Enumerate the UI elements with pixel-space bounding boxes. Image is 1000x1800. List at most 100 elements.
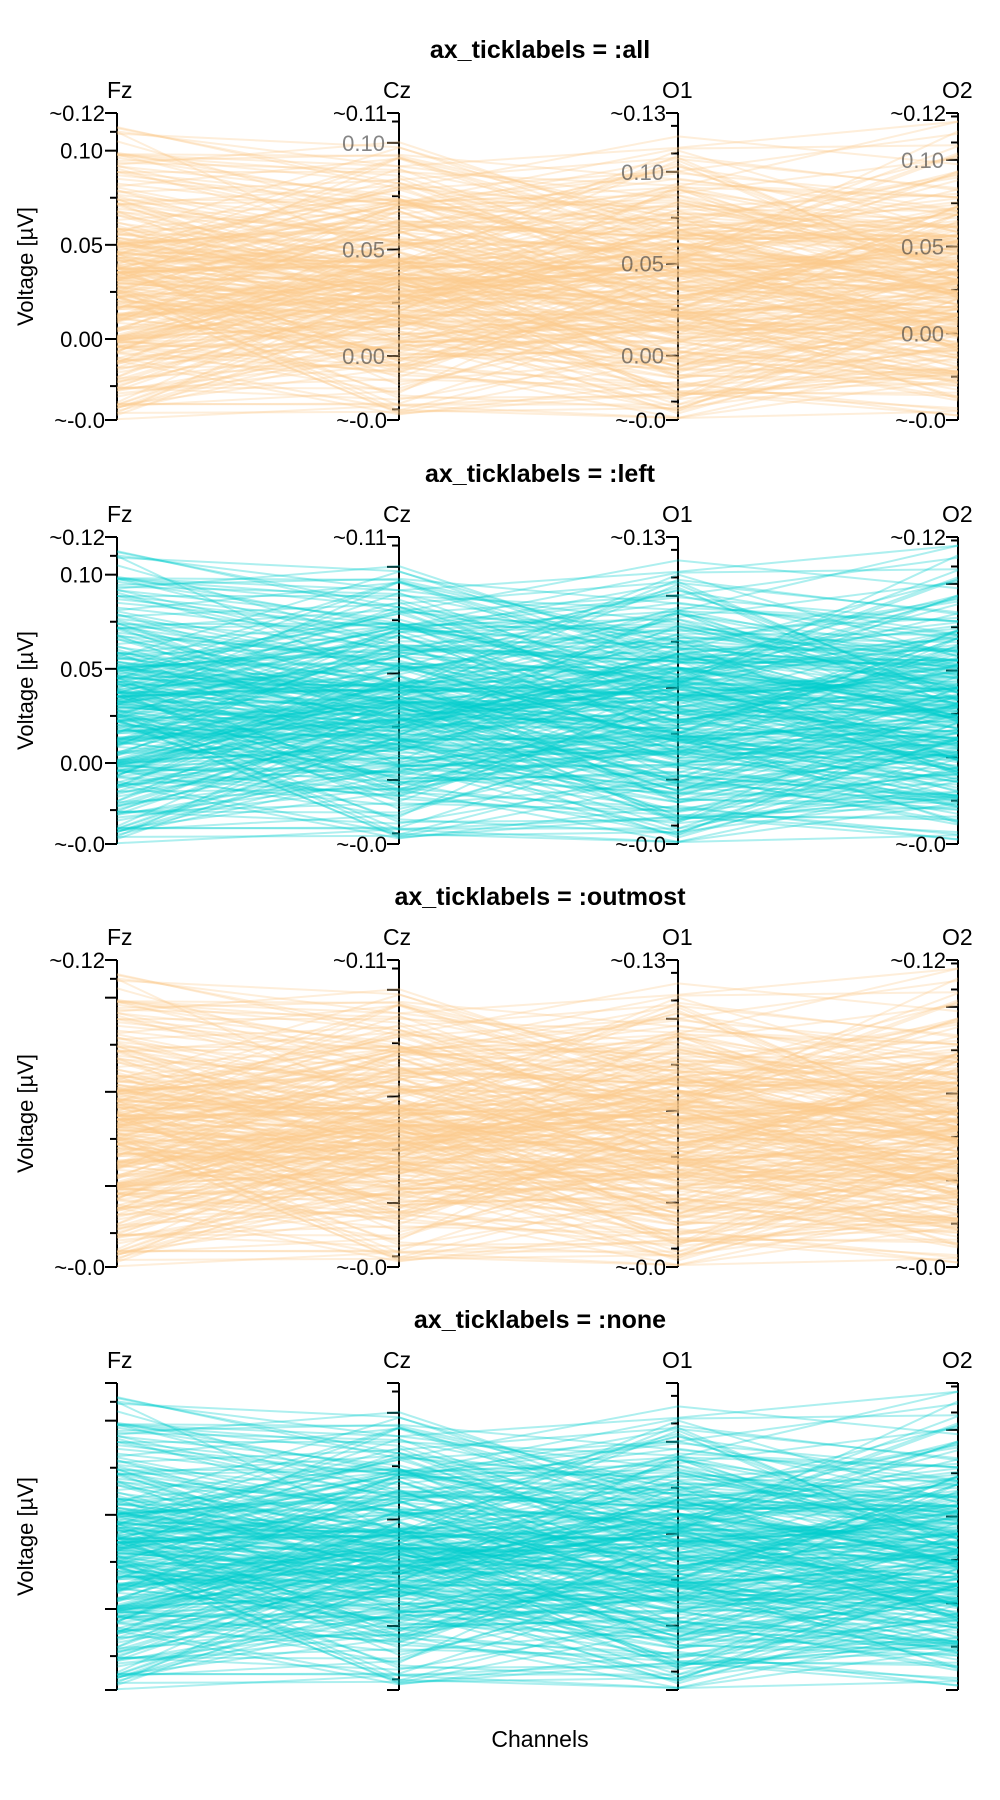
data-line	[116, 227, 959, 319]
data-line	[116, 637, 959, 741]
data-line	[116, 1046, 959, 1107]
tick-label-max: ~0.12	[890, 101, 946, 126]
data-line	[116, 664, 959, 758]
data-line	[116, 1123, 959, 1251]
data-line	[116, 739, 959, 840]
data-line	[116, 299, 959, 410]
data-line	[116, 1132, 959, 1224]
data-line	[116, 1585, 959, 1641]
data-line	[116, 1437, 959, 1565]
data-line	[116, 618, 959, 704]
data-line	[116, 1114, 959, 1207]
data-line	[116, 1045, 959, 1148]
data-line	[116, 198, 959, 301]
channel-label-Fz: Fz	[107, 501, 133, 527]
data-line	[116, 1117, 959, 1225]
data-line	[116, 1138, 959, 1262]
data-line	[116, 1111, 959, 1180]
data-line	[116, 1539, 959, 1591]
data-line	[116, 244, 959, 338]
data-line	[116, 1117, 959, 1190]
data-line	[116, 1112, 959, 1204]
data-line	[116, 718, 959, 841]
data-line	[116, 736, 959, 830]
data-line	[116, 289, 959, 414]
data-line	[116, 1424, 959, 1537]
data-line	[116, 295, 959, 406]
data-line	[116, 328, 959, 409]
data-line	[116, 170, 959, 252]
data-line	[116, 653, 959, 780]
data-line	[116, 1123, 959, 1220]
axis-Cz	[387, 1382, 400, 1691]
data-line	[116, 1492, 959, 1564]
data-line	[116, 978, 959, 1113]
data-line	[116, 1121, 959, 1226]
data-line	[116, 1471, 959, 1533]
data-line	[116, 1578, 959, 1635]
data-line	[116, 1154, 959, 1216]
data-line	[116, 176, 959, 289]
data-line	[116, 626, 959, 703]
data-line	[116, 186, 959, 260]
data-line	[116, 1479, 959, 1603]
data-line	[116, 1458, 959, 1572]
data-line	[116, 210, 959, 328]
data-line	[116, 1498, 959, 1588]
data-line	[116, 676, 959, 791]
data-line	[116, 667, 959, 730]
data-line	[116, 554, 959, 680]
data-line	[116, 1160, 959, 1231]
data-line	[116, 1512, 959, 1589]
data-line	[116, 201, 959, 324]
data-line	[116, 1098, 959, 1203]
axis-Cz	[387, 112, 400, 421]
data-line	[116, 609, 959, 740]
data-line	[116, 581, 959, 677]
data-line	[116, 259, 959, 332]
data-line	[116, 1076, 959, 1150]
data-line	[116, 1426, 959, 1530]
data-line	[116, 234, 959, 277]
tick-label: 0.05	[342, 237, 385, 262]
data-line	[116, 281, 959, 381]
data-line	[116, 257, 959, 336]
data-line	[116, 1032, 959, 1163]
tick-label-max: ~0.12	[49, 525, 105, 550]
data-line	[116, 1498, 959, 1612]
tick-label-min: ~-0.0	[54, 408, 105, 433]
data-line	[116, 992, 959, 1099]
data-line	[116, 1029, 959, 1120]
data-line	[116, 717, 959, 817]
data-line	[116, 1520, 959, 1629]
data-line	[116, 272, 959, 344]
data-line	[116, 1556, 959, 1642]
data-line	[116, 544, 959, 592]
data-line	[116, 1402, 959, 1474]
data-line	[116, 1129, 959, 1189]
data-line	[116, 727, 959, 775]
data-line	[116, 1400, 959, 1526]
data-line	[116, 1541, 959, 1579]
data-line	[116, 1527, 959, 1606]
data-line	[116, 634, 959, 744]
data-line	[116, 306, 959, 400]
data-line	[116, 632, 959, 727]
data-line	[116, 1490, 959, 1574]
data-line	[116, 1139, 959, 1246]
data-line	[116, 1549, 959, 1670]
data-line	[116, 141, 959, 251]
data-line	[116, 1218, 959, 1261]
data-line	[116, 276, 959, 332]
data-line	[116, 699, 959, 770]
data-line	[116, 1076, 959, 1203]
data-line	[116, 359, 959, 417]
data-line	[116, 1565, 959, 1676]
data-line	[116, 1081, 959, 1124]
data-line	[116, 746, 959, 836]
data-line	[116, 1535, 959, 1627]
data-line	[116, 718, 959, 764]
data-line	[116, 1475, 959, 1565]
data-line	[116, 203, 959, 306]
data-line	[116, 197, 959, 260]
